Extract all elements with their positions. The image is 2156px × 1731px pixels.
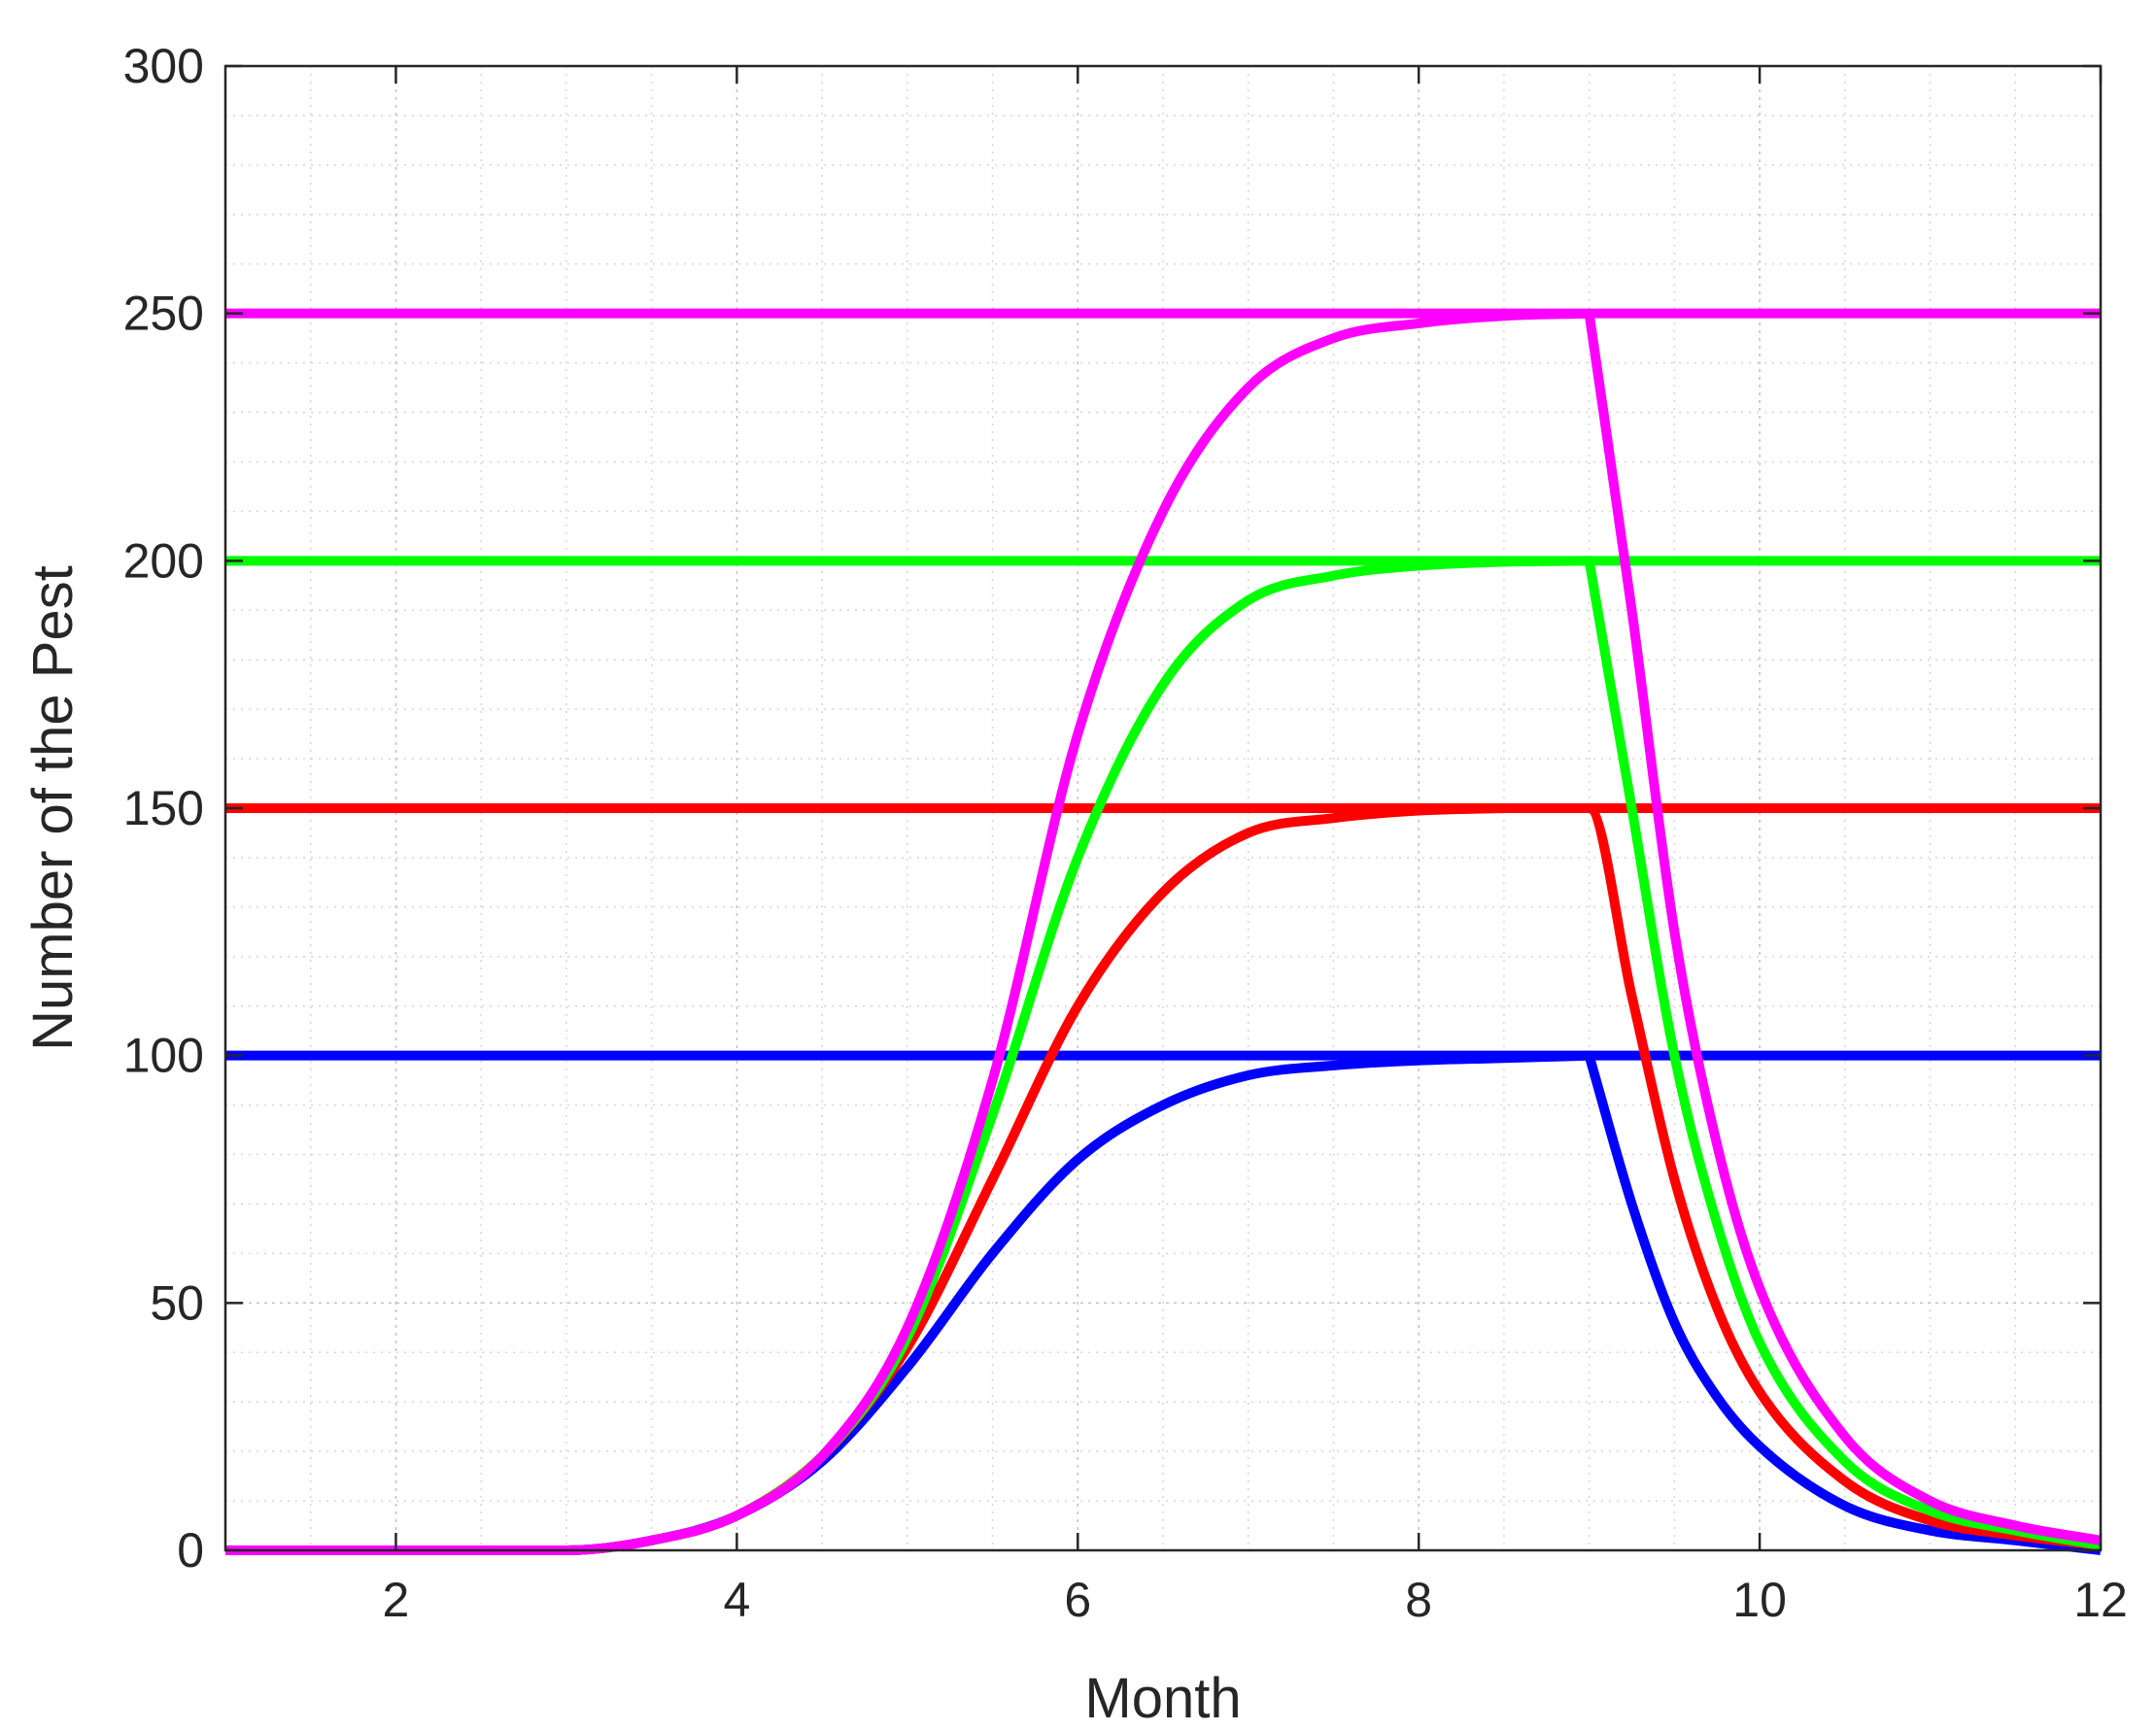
x-tick-label: 8 [1405,1573,1432,1627]
x-tick-label: 6 [1064,1573,1091,1627]
series-layer [224,308,2102,1556]
x-tick-labels: 2 4 6 8 10 12 [383,1573,2128,1627]
y-tick-label: 100 [123,1029,204,1083]
y-tick-labels: 0 50 100 150 200 250 300 [123,39,204,1578]
y-tick-label: 50 [150,1275,204,1330]
x-tick-label: 2 [383,1573,410,1627]
x-tick-label: 4 [723,1573,750,1627]
y-tick-label: 250 [123,287,204,341]
y-tick-label: 300 [123,39,204,93]
y-tick-label: 150 [123,781,204,835]
y-axis-title: Number of the Pest [21,565,85,1051]
x-axis-title: Month [1084,1667,1241,1730]
x-tick-label: 12 [2073,1573,2128,1627]
series-line [224,308,2102,1556]
x-tick-label: 10 [1732,1573,1787,1627]
y-tick-label: 0 [177,1523,204,1578]
y-tick-label: 200 [123,533,204,588]
tick-marks [225,64,2103,1552]
